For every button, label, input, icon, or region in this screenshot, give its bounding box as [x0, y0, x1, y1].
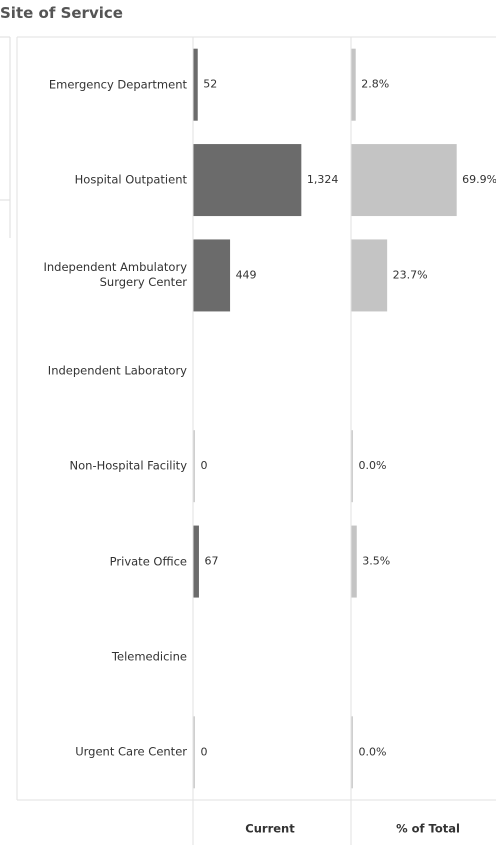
value-label: 69.9%: [462, 173, 496, 186]
category-label: Hospital Outpatient: [74, 172, 187, 187]
category-label: Emergency Department: [48, 77, 187, 92]
bar: [193, 144, 302, 217]
bar: [351, 239, 388, 312]
category-label: Independent Ambulatory Surgery Center: [43, 260, 187, 290]
value-label: 0.0%: [359, 459, 387, 472]
value-label: 67: [204, 555, 218, 568]
bar: [193, 239, 231, 312]
value-label: 0: [201, 745, 208, 758]
bar: [351, 48, 356, 121]
value-label: 449: [236, 268, 257, 281]
category-label: Urgent Care Center: [75, 744, 187, 759]
value-label: 0: [201, 459, 208, 472]
value-label: 1,324: [307, 173, 339, 186]
bar: [351, 144, 457, 217]
bar: [351, 716, 353, 789]
value-label: 23.7%: [393, 268, 428, 281]
bar: [193, 525, 199, 598]
chart-title: Site of Service: [0, 4, 123, 22]
value-label: 3.5%: [362, 555, 390, 568]
bar: [351, 525, 357, 598]
category-label: Non-Hospital Facility: [69, 458, 187, 473]
bar: [193, 48, 198, 121]
column-header: % of Total: [396, 822, 460, 836]
bar: [193, 430, 195, 503]
bar: [351, 430, 353, 503]
value-label: 0.0%: [359, 745, 387, 758]
column-header: Current: [245, 822, 295, 836]
value-label: 52: [203, 78, 217, 91]
category-label: Telemedicine: [111, 649, 187, 664]
category-label: Private Office: [109, 554, 187, 569]
bar: [193, 716, 195, 789]
category-label: Independent Laboratory: [47, 363, 187, 378]
value-label: 2.8%: [361, 78, 389, 91]
